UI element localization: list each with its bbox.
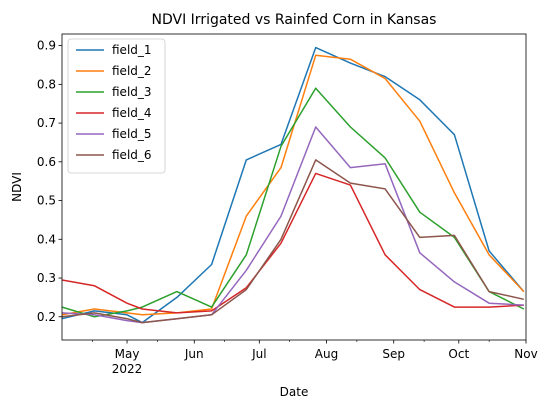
legend-label-1: field_1 [112,43,152,57]
legend-label-4: field_4 [112,106,152,120]
x-tick-label-4: Aug [315,347,338,361]
x-tick-label-7: Nov [514,347,537,361]
legend-label-6: field_6 [112,148,152,162]
series-line-3 [61,87,525,318]
legend-label-5: field_5 [112,127,152,141]
plot-frame [61,33,527,341]
y-tick-label-5: 0.6 [37,155,56,169]
x-tick-label-6: Oct [448,347,469,361]
y-tick-label-1: 0.2 [37,310,56,324]
series-line-4 [61,172,524,314]
y-axis: 0.2 0.3 0.4 0.5 0.6 0.7 0.8 0.9 [37,39,62,324]
series-line-2 [61,54,525,316]
x-axis-label: Date [280,385,309,399]
chart-title: NDVI Irrigated vs Rainfed Corn in Kansas [152,12,437,28]
series-line-5 [61,126,524,324]
y-tick-label-2: 0.3 [37,271,56,285]
x-tick-sublabel-1: 2022 [112,362,143,376]
y-tick-label-8: 0.9 [37,39,56,53]
x-tick-label-2: Jun [184,347,204,361]
series-layer [61,46,525,324]
y-tick-label-3: 0.4 [37,232,56,246]
x-tick-label-5: Sep [382,347,405,361]
y-tick-label-7: 0.8 [37,77,56,91]
x-tick-label-1: May [115,347,140,361]
y-axis-label: NDVI [10,172,24,202]
legend-box [67,38,166,174]
series-line-1 [61,46,525,324]
legend-label-3: field_3 [112,85,152,99]
series-line-6 [61,159,524,324]
legend-label-2: field_2 [112,64,152,78]
y-tick-label-6: 0.7 [37,116,56,130]
y-tick-label-4: 0.5 [37,194,56,208]
legend: field_1 field_2 field_3 field_4 field_5field… [67,38,166,174]
x-tick-label-3: Jul [251,347,266,361]
